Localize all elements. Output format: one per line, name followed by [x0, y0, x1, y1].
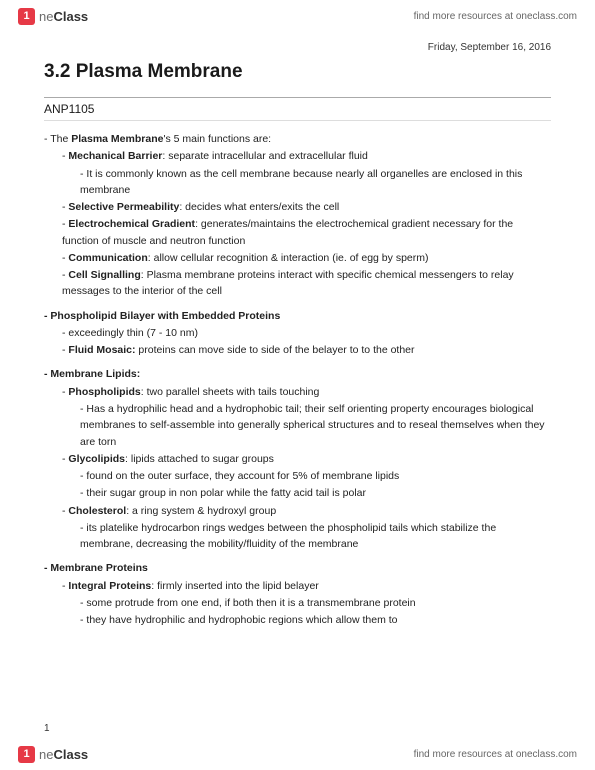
list-item: - Glycolipids: lipids attached to sugar … [62, 451, 551, 467]
list-item: - they have hydrophilic and hydrophobic … [80, 612, 551, 628]
page-number: 1 [44, 723, 50, 734]
list-item: - Has a hydrophilic head and a hydrophob… [80, 401, 551, 450]
bottom-footer: 1 neClass find more resources at oneclas… [0, 738, 595, 770]
brand-text: neClass [39, 9, 88, 24]
brand-logo-footer: 1 neClass [18, 746, 88, 763]
brand-icon: 1 [18, 8, 35, 25]
list-item: - exceedingly thin (7 - 10 nm) [62, 325, 551, 341]
document-date: Friday, September 16, 2016 [44, 42, 551, 53]
list-item: - Phospholipid Bilayer with Embedded Pro… [44, 308, 551, 324]
divider [44, 97, 551, 98]
list-item: - some protrude from one end, if both th… [80, 595, 551, 611]
resource-link-top[interactable]: find more resources at oneclass.com [414, 11, 577, 22]
list-item: - Membrane Proteins [44, 560, 551, 576]
list-item: - Fluid Mosaic: proteins can move side t… [62, 342, 551, 358]
resource-link-bottom[interactable]: find more resources at oneclass.com [414, 749, 577, 760]
brand-logo: 1 neClass [18, 8, 88, 25]
list-item: - Integral Proteins: firmly inserted int… [62, 578, 551, 594]
list-item: - Phospholipids: two parallel sheets wit… [62, 384, 551, 400]
brand-text: neClass [39, 747, 88, 762]
divider-light [44, 120, 551, 121]
list-item: - It is commonly known as the cell membr… [80, 166, 551, 199]
list-item: - Mechanical Barrier: separate intracell… [62, 148, 551, 164]
document-page: Friday, September 16, 2016 3.2 Plasma Me… [0, 32, 595, 668]
list-item: - their sugar group in non polar while t… [80, 485, 551, 501]
list-item: - Membrane Lipids: [44, 366, 551, 382]
document-body: - The Plasma Membrane's 5 main functions… [44, 131, 551, 628]
course-code: ANP1105 [44, 102, 551, 116]
list-item: - Communication: allow cellular recognit… [62, 250, 551, 266]
page-title: 3.2 Plasma Membrane [44, 61, 551, 83]
list-item: - Selective Permeability: decides what e… [62, 199, 551, 215]
top-header: 1 neClass find more resources at oneclas… [0, 0, 595, 32]
list-item: - found on the outer surface, they accou… [80, 468, 551, 484]
brand-icon: 1 [18, 746, 35, 763]
list-item: - Cell Signalling: Plasma membrane prote… [62, 267, 551, 300]
list-item: - Cholesterol: a ring system & hydroxyl … [62, 503, 551, 519]
list-item: - its platelike hydrocarbon rings wedges… [80, 520, 551, 553]
list-item: - Electrochemical Gradient: generates/ma… [62, 216, 551, 249]
list-item: - The Plasma Membrane's 5 main functions… [44, 131, 551, 147]
